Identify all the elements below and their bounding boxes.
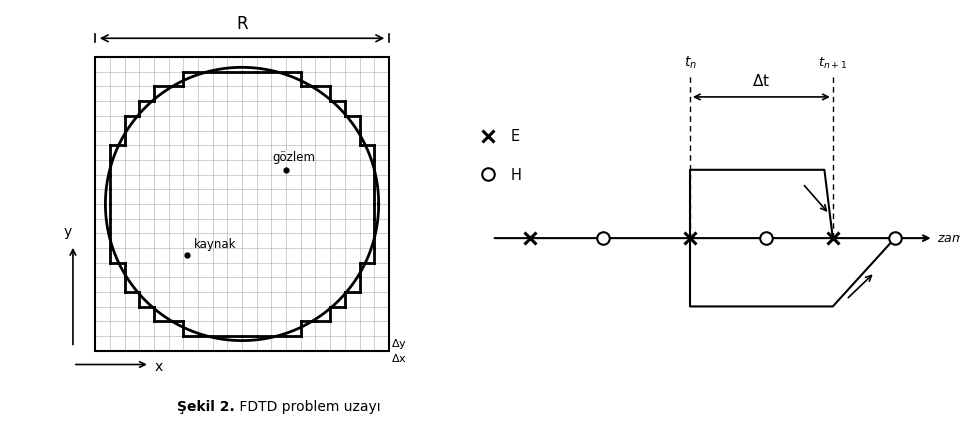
Text: R: R <box>236 15 248 33</box>
Text: y: y <box>63 225 72 239</box>
Text: E: E <box>511 129 519 144</box>
Text: zaman $(t_i$: zaman $(t_i$ <box>937 230 960 247</box>
Text: $t_{n+1}$: $t_{n+1}$ <box>818 55 848 70</box>
Text: $\Delta$t: $\Delta$t <box>753 73 771 89</box>
Text: $\Delta$y: $\Delta$y <box>391 337 406 351</box>
Text: x: x <box>155 360 163 373</box>
Text: $t_n$: $t_n$ <box>684 54 696 70</box>
Text: H: H <box>511 167 521 182</box>
Text: Şekil 2.: Şekil 2. <box>178 399 235 413</box>
Text: FDTD problem uzayı: FDTD problem uzayı <box>235 399 381 413</box>
Bar <box>95 58 389 351</box>
Text: kaynak: kaynak <box>194 238 237 250</box>
Text: $\Delta$x: $\Delta$x <box>391 351 406 363</box>
Text: gözlem: gözlem <box>273 151 316 164</box>
